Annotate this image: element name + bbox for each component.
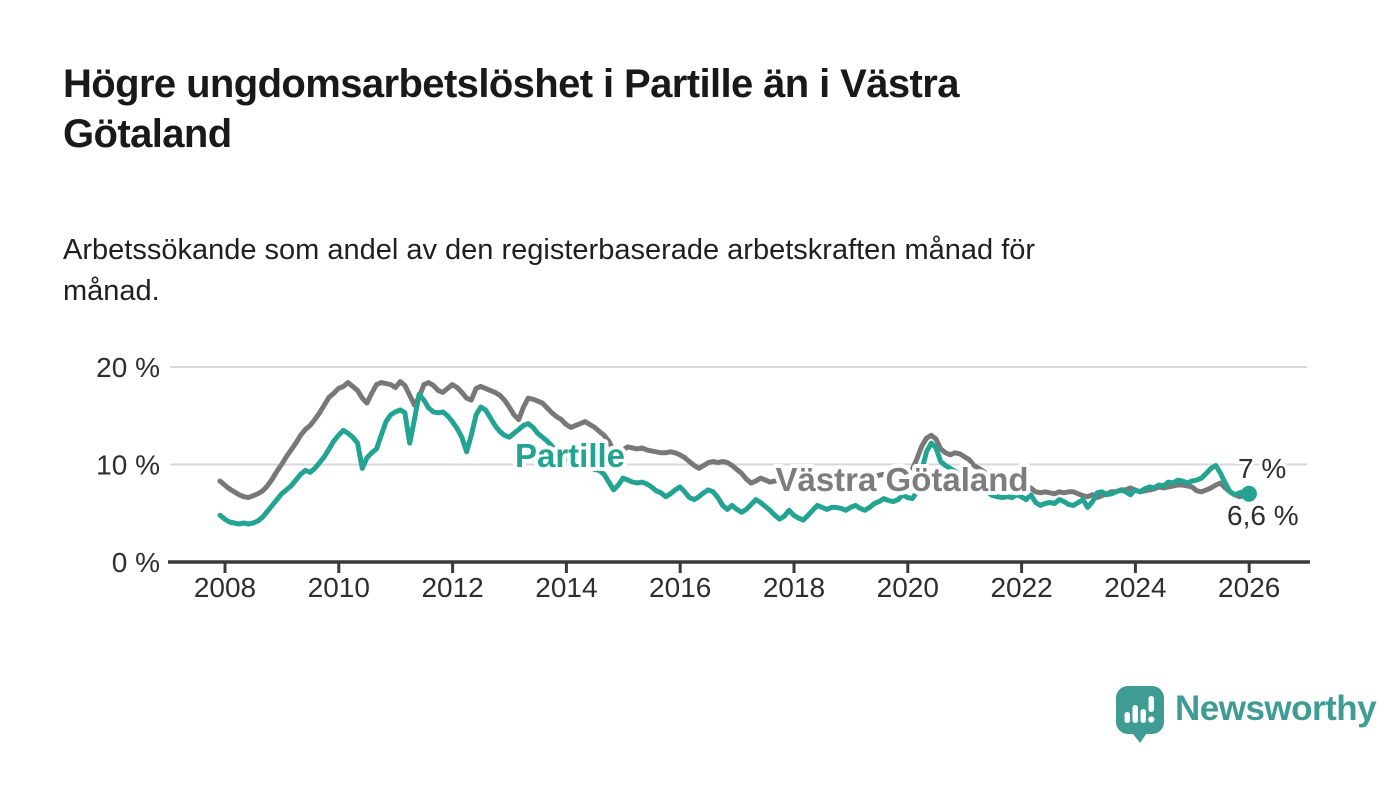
x-axis-label: 2014 bbox=[535, 572, 597, 603]
x-axis-label: 2026 bbox=[1218, 572, 1280, 603]
vastra-gotaland-end-value-label: 6,6 % bbox=[1227, 500, 1299, 531]
page-title: Högre ungdomsarbetslöshet i Partille än … bbox=[63, 62, 959, 156]
vastra-gotaland-line bbox=[217, 379, 1252, 501]
partille-line bbox=[217, 391, 1252, 527]
brand-footer: Newsworthy bbox=[1115, 684, 1377, 744]
chart-subtitle: Arbetssökande som andel av den registerb… bbox=[63, 234, 1036, 308]
x-axis-label: 2020 bbox=[877, 572, 939, 603]
x-axis-label: 2022 bbox=[990, 572, 1052, 603]
y-axis-label: 20 % bbox=[96, 352, 160, 383]
brand-name: Newsworthy bbox=[1175, 689, 1377, 728]
partille-series-label: Partille bbox=[515, 437, 625, 474]
x-axis-label: 2008 bbox=[194, 572, 256, 603]
x-axis-label: 2012 bbox=[421, 572, 483, 603]
newsworthy-logo-icon bbox=[1116, 686, 1164, 743]
partille-end-value-label: 7 % bbox=[1238, 453, 1286, 484]
x-axis-label: 2024 bbox=[1104, 572, 1166, 603]
x-axis-label: 2018 bbox=[763, 572, 825, 603]
partille-end-dot bbox=[1240, 485, 1257, 502]
y-axis-label: 0 % bbox=[112, 547, 160, 578]
x-axis-label: 2010 bbox=[308, 572, 370, 603]
vastra-gotaland-series-label: Västra Götaland bbox=[775, 461, 1028, 498]
x-axis-label: 2016 bbox=[649, 572, 711, 603]
line-chart: 2008 2010 2012 2014 2016 2018 2020 2022 2024 2026… bbox=[0, 330, 1400, 630]
chart-canvas: 2008 2010 2012 2014 2016 2018 2020 2022 2024 2026… bbox=[96, 352, 1310, 603]
y-axis-label: 10 % bbox=[96, 450, 160, 481]
